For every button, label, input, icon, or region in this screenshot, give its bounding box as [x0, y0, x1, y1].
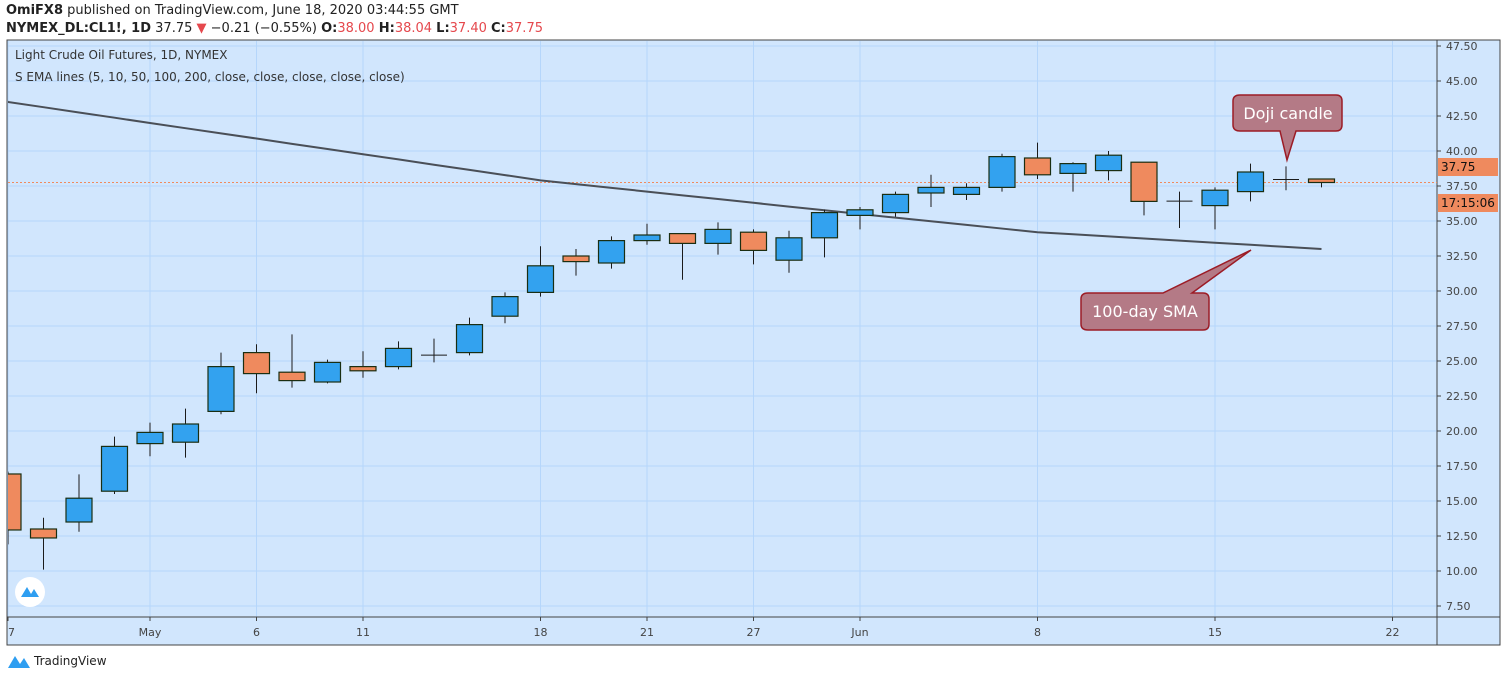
candle-body — [8, 473, 22, 531]
candle-body — [775, 237, 803, 261]
sma-callout-text: 100-day SMA — [1092, 302, 1198, 321]
y-tick-label: 12.50 — [1446, 530, 1478, 543]
candle-body — [242, 352, 271, 375]
candle-body — [136, 431, 164, 445]
publish-text: published on TradingView.com, June 18, 2… — [67, 3, 459, 18]
price-axis[interactable]: 47.50 45.00 42.50 40.00 37.50 35.00 32.50 30.00… — [1437, 40, 1478, 613]
low-label: L: — [436, 21, 450, 36]
x-tick-label: 15 — [1208, 626, 1222, 639]
y-tick-label: 27.50 — [1446, 320, 1478, 333]
candle-body — [384, 347, 413, 368]
y-tick-label: 32.50 — [1446, 250, 1478, 263]
y-tick-label: 25.00 — [1446, 355, 1478, 368]
y-tick-label: 47.50 — [1446, 40, 1478, 53]
candle-body — [349, 366, 377, 372]
x-tick-label: 22 — [1386, 626, 1400, 639]
candle-body — [278, 371, 306, 382]
candle-body — [952, 186, 981, 195]
candle-body — [526, 265, 555, 293]
x-tick-label: 21 — [640, 626, 654, 639]
candle-body — [29, 528, 58, 539]
time-axis[interactable]: 7 May 6 11 18 21 27 Jun 8 15 22 — [7, 617, 1400, 639]
x-tick-label: 8 — [1034, 626, 1041, 639]
x-tick-label: Jun — [850, 626, 868, 639]
x-tick-label: 18 — [534, 626, 548, 639]
close-label: C: — [491, 21, 506, 36]
footer-brand[interactable]: TradingView — [8, 654, 107, 668]
y-tick-label: 10.00 — [1446, 565, 1478, 578]
tradingview-logo-icon — [8, 656, 30, 668]
candle-body — [1023, 157, 1052, 176]
grid — [7, 41, 1437, 617]
candle-body — [455, 324, 484, 354]
candle-body — [207, 366, 235, 413]
publish-info: OmiFX8 published on TradingView.com, Jun… — [6, 3, 459, 18]
high-value: 38.04 — [394, 21, 433, 36]
y-tick-label: 40.00 — [1446, 145, 1478, 158]
last-price-tag: 37.75 — [1438, 158, 1498, 176]
change: −0.21 (−0.55%) — [210, 21, 317, 36]
x-tick-label: 27 — [747, 626, 761, 639]
y-tick-label: 20.00 — [1446, 425, 1478, 438]
candle-body — [597, 240, 626, 264]
open-value: 38.00 — [337, 21, 375, 36]
brand-name: TradingView — [34, 654, 107, 668]
candle-body — [313, 361, 342, 383]
x-tick-label: 7 — [8, 626, 15, 639]
candle-body — [491, 296, 519, 317]
doji-callout[interactable]: Doji candle — [1232, 94, 1343, 163]
candle-body — [668, 233, 697, 245]
candle-body — [65, 497, 93, 523]
bar-countdown: 17:15:06 — [1438, 194, 1498, 212]
y-tick-label: 35.00 — [1446, 215, 1478, 228]
sma-100-line — [8, 100, 1322, 250]
y-tick-label: 17.50 — [1446, 460, 1478, 473]
ohlc-bar: NYMEX_DL:CL1!, 1D 37.75 ▼ −0.21 (−0.55%)… — [6, 21, 543, 36]
sma-callout[interactable]: 100-day SMA — [1080, 249, 1252, 331]
candle-body — [917, 186, 945, 194]
candle-body — [881, 193, 910, 214]
y-tick-label: 42.50 — [1446, 110, 1478, 123]
low-value: 37.40 — [449, 21, 487, 36]
y-tick-label: 45.00 — [1446, 75, 1478, 88]
candle-body — [739, 231, 768, 251]
y-tick-label: 15.00 — [1446, 495, 1478, 508]
candle-body — [633, 234, 661, 242]
candle-body — [1201, 189, 1229, 207]
y-tick-label: 22.50 — [1446, 390, 1478, 403]
candle-body — [1059, 163, 1087, 175]
candle-body — [100, 445, 129, 492]
x-tick-label: 11 — [356, 626, 370, 639]
watermark-logo — [15, 577, 45, 607]
series-legend[interactable]: Light Crude Oil Futures, 1D, NYMEX — [15, 48, 228, 62]
candle-body — [1130, 161, 1158, 202]
y-tick-label: 30.00 — [1446, 285, 1478, 298]
indicator-legend[interactable]: S EMA lines (5, 10, 50, 100, 200, close,… — [15, 70, 405, 84]
candle-body — [810, 212, 839, 239]
author: OmiFX8 — [6, 3, 64, 18]
candle-body — [704, 228, 732, 244]
candle-body — [1094, 154, 1123, 172]
candle-body — [1236, 171, 1265, 193]
candle-body — [171, 423, 200, 443]
down-arrow-icon: ▼ — [196, 21, 207, 36]
x-tick-label: May — [139, 626, 162, 639]
x-tick-label: 6 — [253, 626, 260, 639]
high-label: H: — [378, 21, 395, 36]
y-tick-label: 37.50 — [1446, 180, 1478, 193]
last-price: 37.75 — [155, 21, 193, 36]
y-tick-label: 7.50 — [1446, 600, 1471, 613]
candle-body — [846, 209, 874, 217]
candle-body — [562, 255, 590, 263]
symbol: NYMEX_DL:CL1!, 1D — [6, 21, 152, 36]
candle-body — [988, 156, 1016, 189]
doji-callout-text: Doji candle — [1243, 104, 1332, 123]
close-value: 37.75 — [505, 21, 543, 36]
candles — [8, 142, 1336, 570]
candle-body — [1307, 178, 1336, 184]
open-label: O: — [321, 21, 338, 36]
